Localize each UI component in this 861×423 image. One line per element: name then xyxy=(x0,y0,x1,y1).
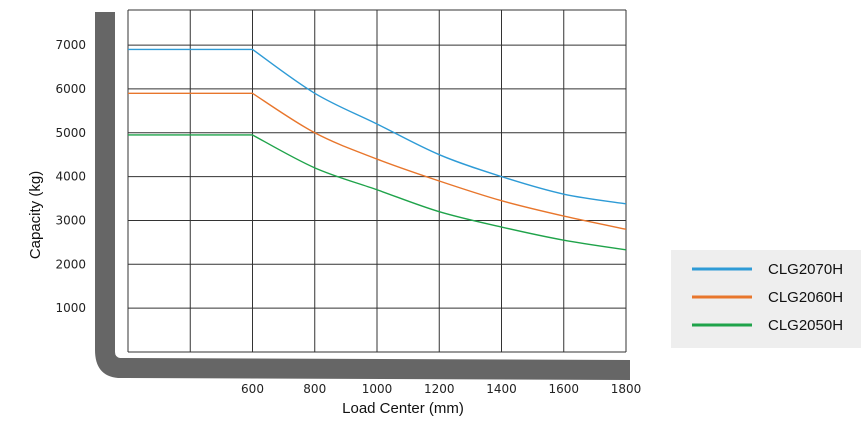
x-tick-label: 800 xyxy=(303,382,326,396)
y-tick-label: 2000 xyxy=(55,257,86,271)
grid xyxy=(127,9,627,353)
y-tick-label: 4000 xyxy=(55,170,86,184)
legend: CLG2070H CLG2060H CLG2050H xyxy=(692,261,843,334)
series-line-clg2070h xyxy=(128,48,627,205)
legend-label: CLG2060H xyxy=(768,289,843,306)
y-tick-label: 3000 xyxy=(55,213,86,227)
x-tick-label: 1200 xyxy=(424,382,455,396)
series-line-clg2060h xyxy=(128,92,627,230)
legend-label: CLG2070H xyxy=(768,261,843,278)
y-tick-labels: 1000 2000 3000 4000 5000 6000 7000 xyxy=(55,38,86,315)
legend-box xyxy=(671,250,861,348)
x-tick-label: 1600 xyxy=(548,382,579,396)
x-tick-label: 1800 xyxy=(611,382,642,396)
y-tick-label: 5000 xyxy=(55,126,86,140)
x-tick-label: 1400 xyxy=(486,382,517,396)
forklift-mast-shape xyxy=(95,12,630,380)
x-tick-labels: 600 800 1000 1200 1400 1600 1800 xyxy=(241,382,641,396)
y-tick-label: 1000 xyxy=(55,301,86,315)
y-axis-title: Capacity (kg) xyxy=(27,171,44,259)
legend-label: CLG2050H xyxy=(768,317,843,334)
x-tick-label: 600 xyxy=(241,382,264,396)
x-tick-label: 1000 xyxy=(362,382,393,396)
y-tick-label: 7000 xyxy=(55,38,86,52)
series-lines xyxy=(128,48,627,251)
x-axis-title: Load Center (mm) xyxy=(342,400,464,417)
series-line-clg2050h xyxy=(128,134,627,251)
y-tick-label: 6000 xyxy=(55,82,86,96)
